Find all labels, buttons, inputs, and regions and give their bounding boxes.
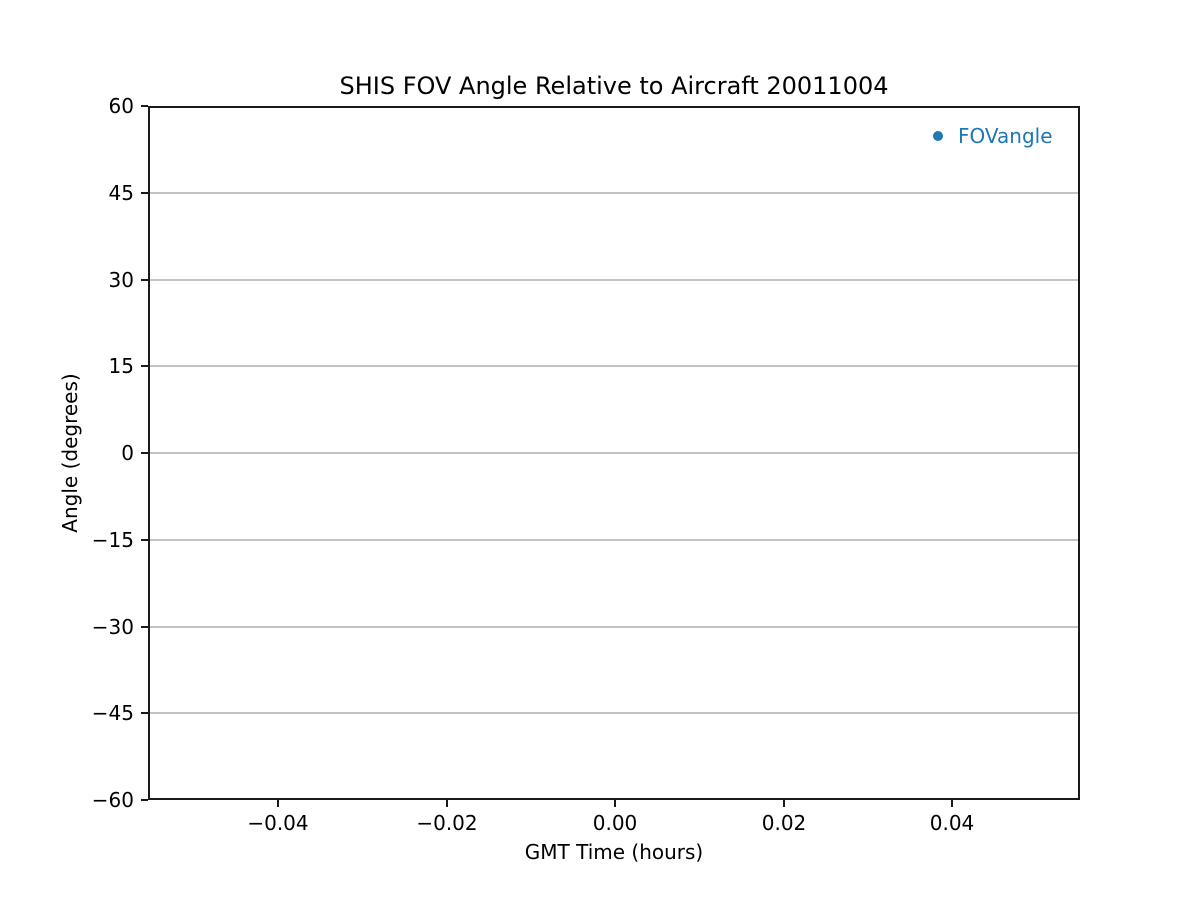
legend: FOVangle — [928, 122, 1053, 150]
x-tick-label: 0.02 — [761, 811, 807, 835]
x-tick-label: 0.04 — [929, 811, 975, 835]
y-tick-mark — [141, 712, 148, 714]
y-tick-label: 60 — [108, 94, 134, 118]
x-axis-label: GMT Time (hours) — [524, 840, 704, 864]
y-tick-label: 0 — [121, 441, 134, 465]
y-tick-label: −30 — [91, 615, 134, 639]
y-tick-label: 30 — [108, 268, 134, 292]
y-tick-label: 15 — [108, 354, 134, 378]
y-tick-mark — [141, 452, 148, 454]
x-tick-label: 0.00 — [592, 811, 638, 835]
y-tick-label: −60 — [91, 788, 134, 812]
gridline-0 — [150, 452, 1078, 454]
chart-title: SHIS FOV Angle Relative to Aircraft 2001… — [339, 72, 889, 100]
x-tick-label: −0.04 — [247, 811, 309, 835]
gridline-15 — [150, 365, 1078, 367]
gridline-neg45 — [150, 712, 1078, 714]
y-tick-mark — [141, 279, 148, 281]
x-tick-mark — [783, 800, 785, 807]
y-tick-mark — [141, 105, 148, 107]
y-tick-mark — [141, 539, 148, 541]
y-tick-label: −15 — [91, 528, 134, 552]
y-tick-mark — [141, 192, 148, 194]
gridline-neg30 — [150, 626, 1078, 628]
legend-label: FOVangle — [958, 124, 1053, 148]
gridline-30 — [150, 279, 1078, 281]
y-tick-mark — [141, 626, 148, 628]
legend-dot-icon — [933, 131, 943, 141]
x-tick-mark — [277, 800, 279, 807]
y-tick-mark — [141, 799, 148, 801]
y-tick-label: −45 — [91, 701, 134, 725]
x-tick-mark — [446, 800, 448, 807]
y-tick-label: 45 — [108, 181, 134, 205]
gridline-neg15 — [150, 539, 1078, 541]
y-tick-mark — [141, 365, 148, 367]
y-axis-label: Angle (degrees) — [58, 373, 82, 533]
x-tick-mark — [951, 800, 953, 807]
gridline-45 — [150, 192, 1078, 194]
x-tick-label: −0.02 — [416, 811, 478, 835]
x-tick-mark — [614, 800, 616, 807]
